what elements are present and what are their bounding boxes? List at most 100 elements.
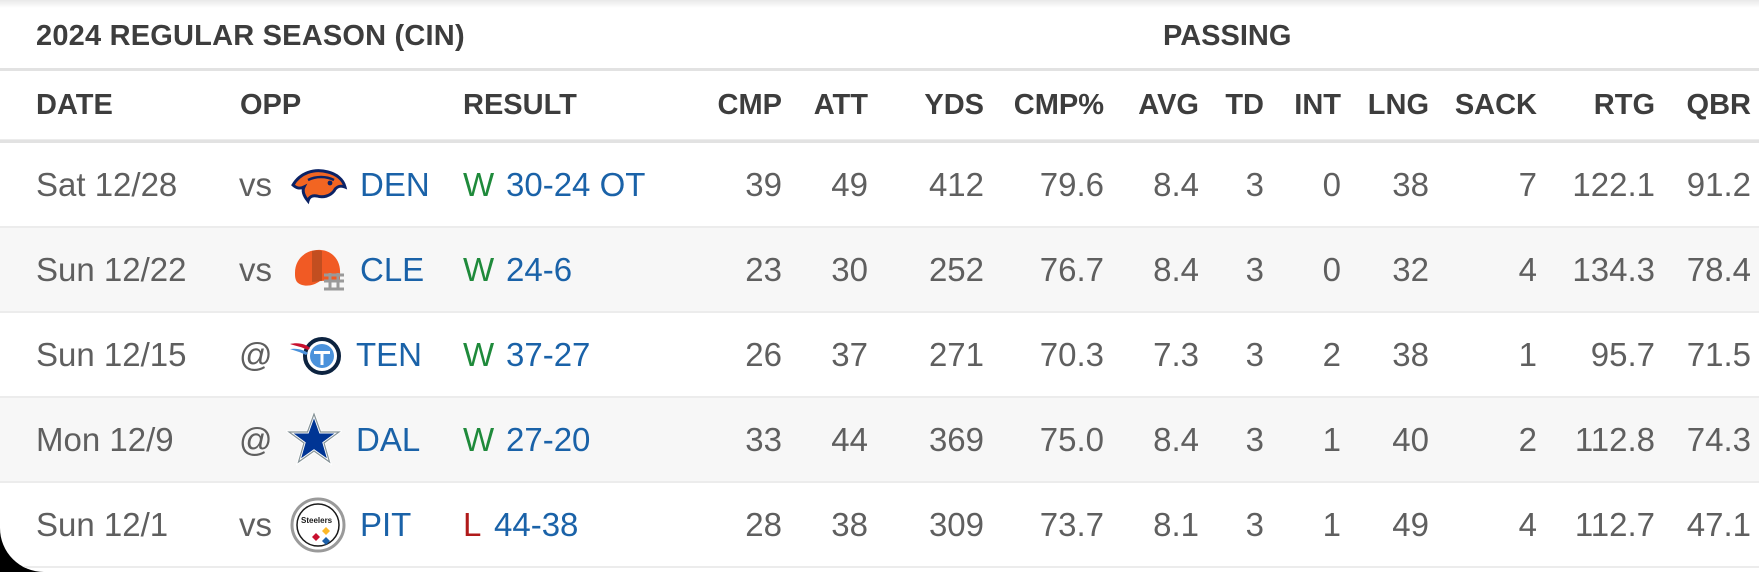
qbr-cell: 71.5 bbox=[1686, 335, 1751, 373]
cmp-pct-cell: 76.7 bbox=[1039, 250, 1104, 288]
broncos-logo-icon[interactable] bbox=[290, 143, 348, 226]
att-cell: 30 bbox=[831, 250, 868, 288]
sack-cell: 1 bbox=[1518, 335, 1537, 373]
date-cell: Mon 12/9 bbox=[36, 420, 174, 458]
sack-cell: 2 bbox=[1518, 420, 1537, 458]
cmp-cell: 26 bbox=[745, 335, 782, 373]
col-lng[interactable]: LNG bbox=[1367, 88, 1429, 121]
lng-cell: 38 bbox=[1392, 335, 1429, 373]
outcome-badge: W bbox=[463, 250, 495, 288]
att-cell: 49 bbox=[831, 165, 868, 203]
date-cell: Sun 12/22 bbox=[36, 250, 187, 288]
lng-cell: 49 bbox=[1392, 505, 1429, 543]
location-cell: @ bbox=[239, 420, 273, 458]
location-cell: vs bbox=[239, 165, 272, 203]
top-shadow bbox=[0, 0, 1759, 8]
att-cell: 38 bbox=[831, 505, 868, 543]
yds-cell: 271 bbox=[928, 335, 984, 373]
col-avg[interactable]: AVG bbox=[1138, 88, 1199, 121]
int-cell: 1 bbox=[1322, 420, 1341, 458]
score-link[interactable]: 30-24 OT bbox=[506, 165, 646, 203]
qbr-cell: 91.2 bbox=[1686, 165, 1751, 203]
int-cell: 1 bbox=[1322, 505, 1341, 543]
td-cell: 3 bbox=[1245, 335, 1264, 373]
col-td[interactable]: TD bbox=[1225, 88, 1264, 121]
col-date[interactable]: DATE bbox=[36, 88, 113, 121]
cmp-cell: 23 bbox=[745, 250, 782, 288]
sack-cell: 4 bbox=[1518, 505, 1537, 543]
score-link[interactable]: 37-27 bbox=[506, 335, 591, 373]
rtg-cell: 95.7 bbox=[1590, 335, 1655, 373]
qbr-cell: 74.3 bbox=[1686, 420, 1751, 458]
int-cell: 2 bbox=[1322, 335, 1341, 373]
score-link[interactable]: 27-20 bbox=[506, 420, 591, 458]
score-link[interactable]: 44-38 bbox=[494, 505, 579, 543]
att-cell: 44 bbox=[831, 420, 868, 458]
td-cell: 3 bbox=[1245, 420, 1264, 458]
location-cell: vs bbox=[239, 505, 272, 543]
rtg-cell: 112.8 bbox=[1574, 420, 1655, 458]
col-qbr[interactable]: QBR bbox=[1686, 88, 1751, 121]
section-group-passing: PASSING bbox=[1163, 20, 1292, 52]
col-rtg[interactable]: RTG bbox=[1593, 88, 1655, 121]
col-opp[interactable]: OPP bbox=[240, 88, 302, 121]
location-cell: @ bbox=[239, 335, 273, 373]
team-abbr-link[interactable]: DEN bbox=[360, 165, 430, 203]
td-cell: 3 bbox=[1245, 505, 1264, 543]
col-cmp-pct[interactable]: CMP% bbox=[1013, 88, 1104, 121]
td-cell: 3 bbox=[1245, 165, 1264, 203]
yds-cell: 412 bbox=[928, 165, 984, 203]
divider bbox=[0, 68, 1759, 71]
column-header-row: DATE OPP RESULT CMP ATT YDS CMP% AVG TD … bbox=[0, 71, 1759, 141]
svg-text:Steelers: Steelers bbox=[301, 516, 333, 525]
rtg-cell: 112.7 bbox=[1574, 505, 1655, 543]
section-title: 2024 REGULAR SEASON (CIN) bbox=[36, 20, 465, 52]
col-result[interactable]: RESULT bbox=[463, 88, 577, 121]
lng-cell: 32 bbox=[1392, 250, 1429, 288]
date-cell: Sun 12/1 bbox=[36, 505, 169, 543]
team-abbr-link[interactable]: CLE bbox=[360, 250, 425, 288]
rtg-cell: 122.1 bbox=[1572, 165, 1655, 203]
td-cell: 3 bbox=[1245, 250, 1264, 288]
int-cell: 0 bbox=[1322, 165, 1341, 203]
date-cell: Sun 12/15 bbox=[36, 335, 187, 373]
table-row: Sun 12/22 vs CLE W 24-6 23 30 252 76.7 8… bbox=[0, 228, 1759, 313]
lng-cell: 40 bbox=[1392, 420, 1429, 458]
browns-helmet-icon[interactable] bbox=[290, 228, 346, 311]
avg-cell: 8.1 bbox=[1153, 505, 1199, 543]
table-row: Sun 12/15 @ TEN W 37-27 26 37 271 70.3 7… bbox=[0, 313, 1759, 398]
yds-cell: 252 bbox=[928, 250, 984, 288]
header-divider bbox=[0, 140, 1759, 143]
col-sack[interactable]: SACK bbox=[1454, 88, 1537, 121]
team-abbr-link[interactable]: PIT bbox=[360, 505, 412, 543]
cmp-pct-cell: 73.7 bbox=[1039, 505, 1104, 543]
titans-logo-icon[interactable] bbox=[288, 313, 346, 396]
score-link[interactable]: 24-6 bbox=[506, 250, 573, 288]
cmp-pct-cell: 70.3 bbox=[1039, 335, 1104, 373]
team-abbr-link[interactable]: TEN bbox=[356, 335, 422, 373]
lng-cell: 38 bbox=[1392, 165, 1429, 203]
sack-cell: 4 bbox=[1518, 250, 1537, 288]
cmp-pct-cell: 79.6 bbox=[1039, 165, 1104, 203]
avg-cell: 8.4 bbox=[1153, 250, 1199, 288]
avg-cell: 7.3 bbox=[1153, 335, 1199, 373]
table-row: Sun 12/1 vs Steelers PIT L 44-38 28 38 3… bbox=[0, 483, 1759, 568]
col-cmp[interactable]: CMP bbox=[717, 88, 782, 121]
team-abbr-link[interactable]: DAL bbox=[356, 420, 421, 458]
att-cell: 37 bbox=[831, 335, 868, 373]
yds-cell: 309 bbox=[928, 505, 984, 543]
table-row: Sat 12/28 vs DEN W 30-24 OT 39 49 412 79… bbox=[0, 143, 1759, 228]
yds-cell: 369 bbox=[928, 420, 984, 458]
steelers-logo-icon[interactable]: Steelers bbox=[290, 483, 346, 566]
int-cell: 0 bbox=[1322, 250, 1341, 288]
col-att[interactable]: ATT bbox=[813, 88, 868, 121]
section-header: 2024 REGULAR SEASON (CIN) PASSING bbox=[0, 8, 1759, 68]
outcome-badge: L bbox=[463, 505, 482, 543]
outcome-badge: W bbox=[463, 165, 495, 203]
cmp-cell: 28 bbox=[745, 505, 782, 543]
qbr-cell: 78.4 bbox=[1686, 250, 1751, 288]
col-yds[interactable]: YDS bbox=[924, 88, 984, 121]
col-int[interactable]: INT bbox=[1294, 88, 1341, 121]
cowboys-star-icon[interactable] bbox=[286, 398, 342, 481]
cmp-cell: 33 bbox=[745, 420, 782, 458]
